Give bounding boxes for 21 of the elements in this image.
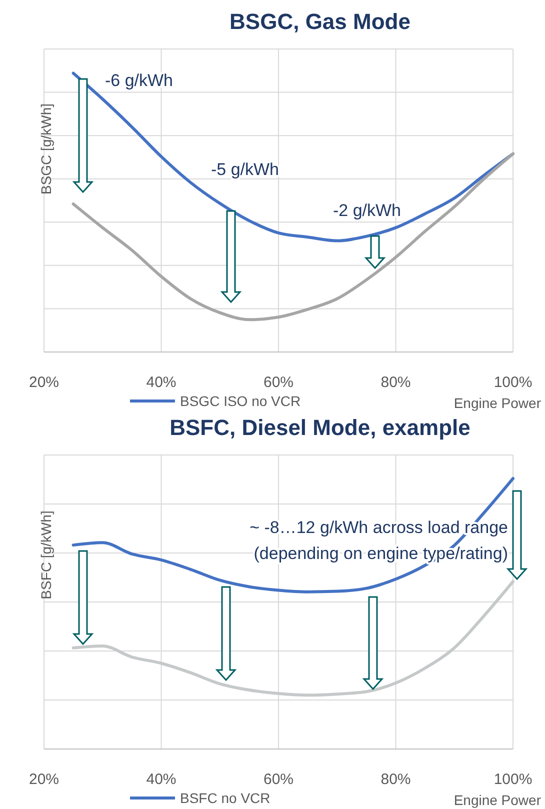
x-tick-label: 20% — [28, 374, 60, 391]
annotation: -6 g/kWh — [105, 71, 174, 90]
chart-title: BSFC, Diesel Mode, example — [170, 415, 470, 440]
x-tick-label: 100% — [494, 771, 532, 788]
x-axis-title: Engine Power — [454, 792, 542, 808]
x-tick-label: 80% — [380, 771, 411, 788]
y-axis-title: BSFC [g/kWh] — [38, 510, 54, 600]
legend-label: BSGC ISO no VCR — [180, 393, 301, 409]
x-tick-label: 40% — [146, 771, 176, 788]
x-tick-label: 60% — [263, 374, 294, 391]
chart-title: BSGC, Gas Mode — [230, 9, 410, 34]
x-tick-label: 40% — [146, 374, 176, 391]
legend-label: BSFC no VCR — [180, 790, 270, 806]
x-axis-title: Engine Power — [454, 395, 542, 411]
y-axis-title: BSGC [g/kWh] — [38, 103, 54, 195]
x-tick-label: 100% — [494, 374, 532, 391]
x-tick-label: 60% — [263, 771, 294, 788]
annotation: -2 g/kWh — [333, 201, 402, 220]
x-tick-label: 80% — [380, 374, 411, 391]
annotation: -5 g/kWh — [211, 160, 280, 179]
x-tick-label: 20% — [28, 771, 60, 788]
